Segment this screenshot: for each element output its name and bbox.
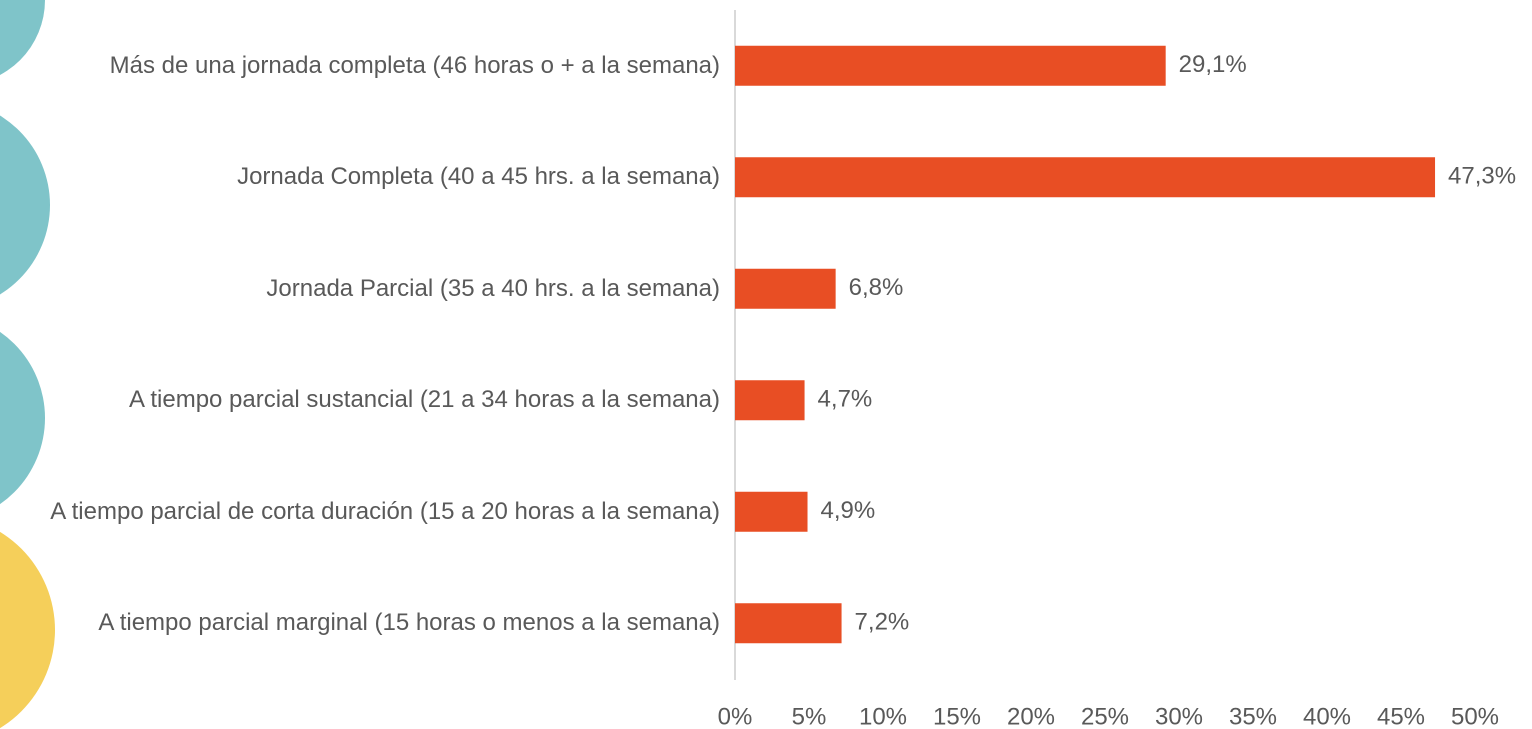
value-label: 6,8% bbox=[849, 274, 904, 301]
category-label: Jornada Completa (40 a 45 hrs. a la sema… bbox=[237, 162, 720, 192]
bar bbox=[735, 603, 842, 643]
category-label-box: A tiempo parcial de corta duración (15 a… bbox=[0, 462, 720, 562]
category-label-box: Jornada Completa (40 a 45 hrs. a la sema… bbox=[0, 127, 720, 227]
x-tick-label: 35% bbox=[1229, 703, 1277, 729]
page: 0% 5% 10% 15% 20% 25% 30% 35% 40% 45% 50% 29,1% 47,3… bbox=[0, 0, 1532, 729]
value-label: 29,1% bbox=[1179, 51, 1247, 78]
x-tick-label: 10% bbox=[859, 703, 907, 729]
bar bbox=[735, 46, 1166, 86]
x-tick-label: 50% bbox=[1451, 703, 1499, 729]
category-label: Más de una jornada completa (46 horas o … bbox=[110, 51, 720, 81]
value-label: 4,7% bbox=[818, 386, 873, 413]
x-tick-label: 30% bbox=[1155, 703, 1203, 729]
category-label: A tiempo parcial marginal (15 horas o me… bbox=[98, 608, 720, 638]
value-label: 47,3% bbox=[1448, 163, 1516, 190]
value-label: 4,9% bbox=[821, 497, 876, 524]
x-tick-label: 0% bbox=[718, 703, 753, 729]
x-tick-label: 45% bbox=[1377, 703, 1425, 729]
category-label: A tiempo parcial de corta duración (15 a… bbox=[50, 497, 720, 527]
category-label-box: Más de una jornada completa (46 horas o … bbox=[0, 16, 720, 116]
bar bbox=[735, 380, 805, 420]
category-label-box: Jornada Parcial (35 a 40 hrs. a la seman… bbox=[0, 239, 720, 339]
bar bbox=[735, 269, 836, 309]
x-tick-label: 40% bbox=[1303, 703, 1351, 729]
bar bbox=[735, 492, 808, 532]
category-label: Jornada Parcial (35 a 40 hrs. a la seman… bbox=[266, 274, 720, 304]
category-label: A tiempo parcial sustancial (21 a 34 hor… bbox=[129, 385, 720, 415]
x-tick-label: 20% bbox=[1007, 703, 1055, 729]
x-tick-label: 25% bbox=[1081, 703, 1129, 729]
x-tick-label: 15% bbox=[933, 703, 981, 729]
x-tick-label: 5% bbox=[792, 703, 827, 729]
category-label-box: A tiempo parcial sustancial (21 a 34 hor… bbox=[0, 350, 720, 450]
category-label-box: A tiempo parcial marginal (15 horas o me… bbox=[0, 573, 720, 673]
value-label: 7,2% bbox=[855, 609, 910, 636]
bar bbox=[735, 157, 1435, 197]
